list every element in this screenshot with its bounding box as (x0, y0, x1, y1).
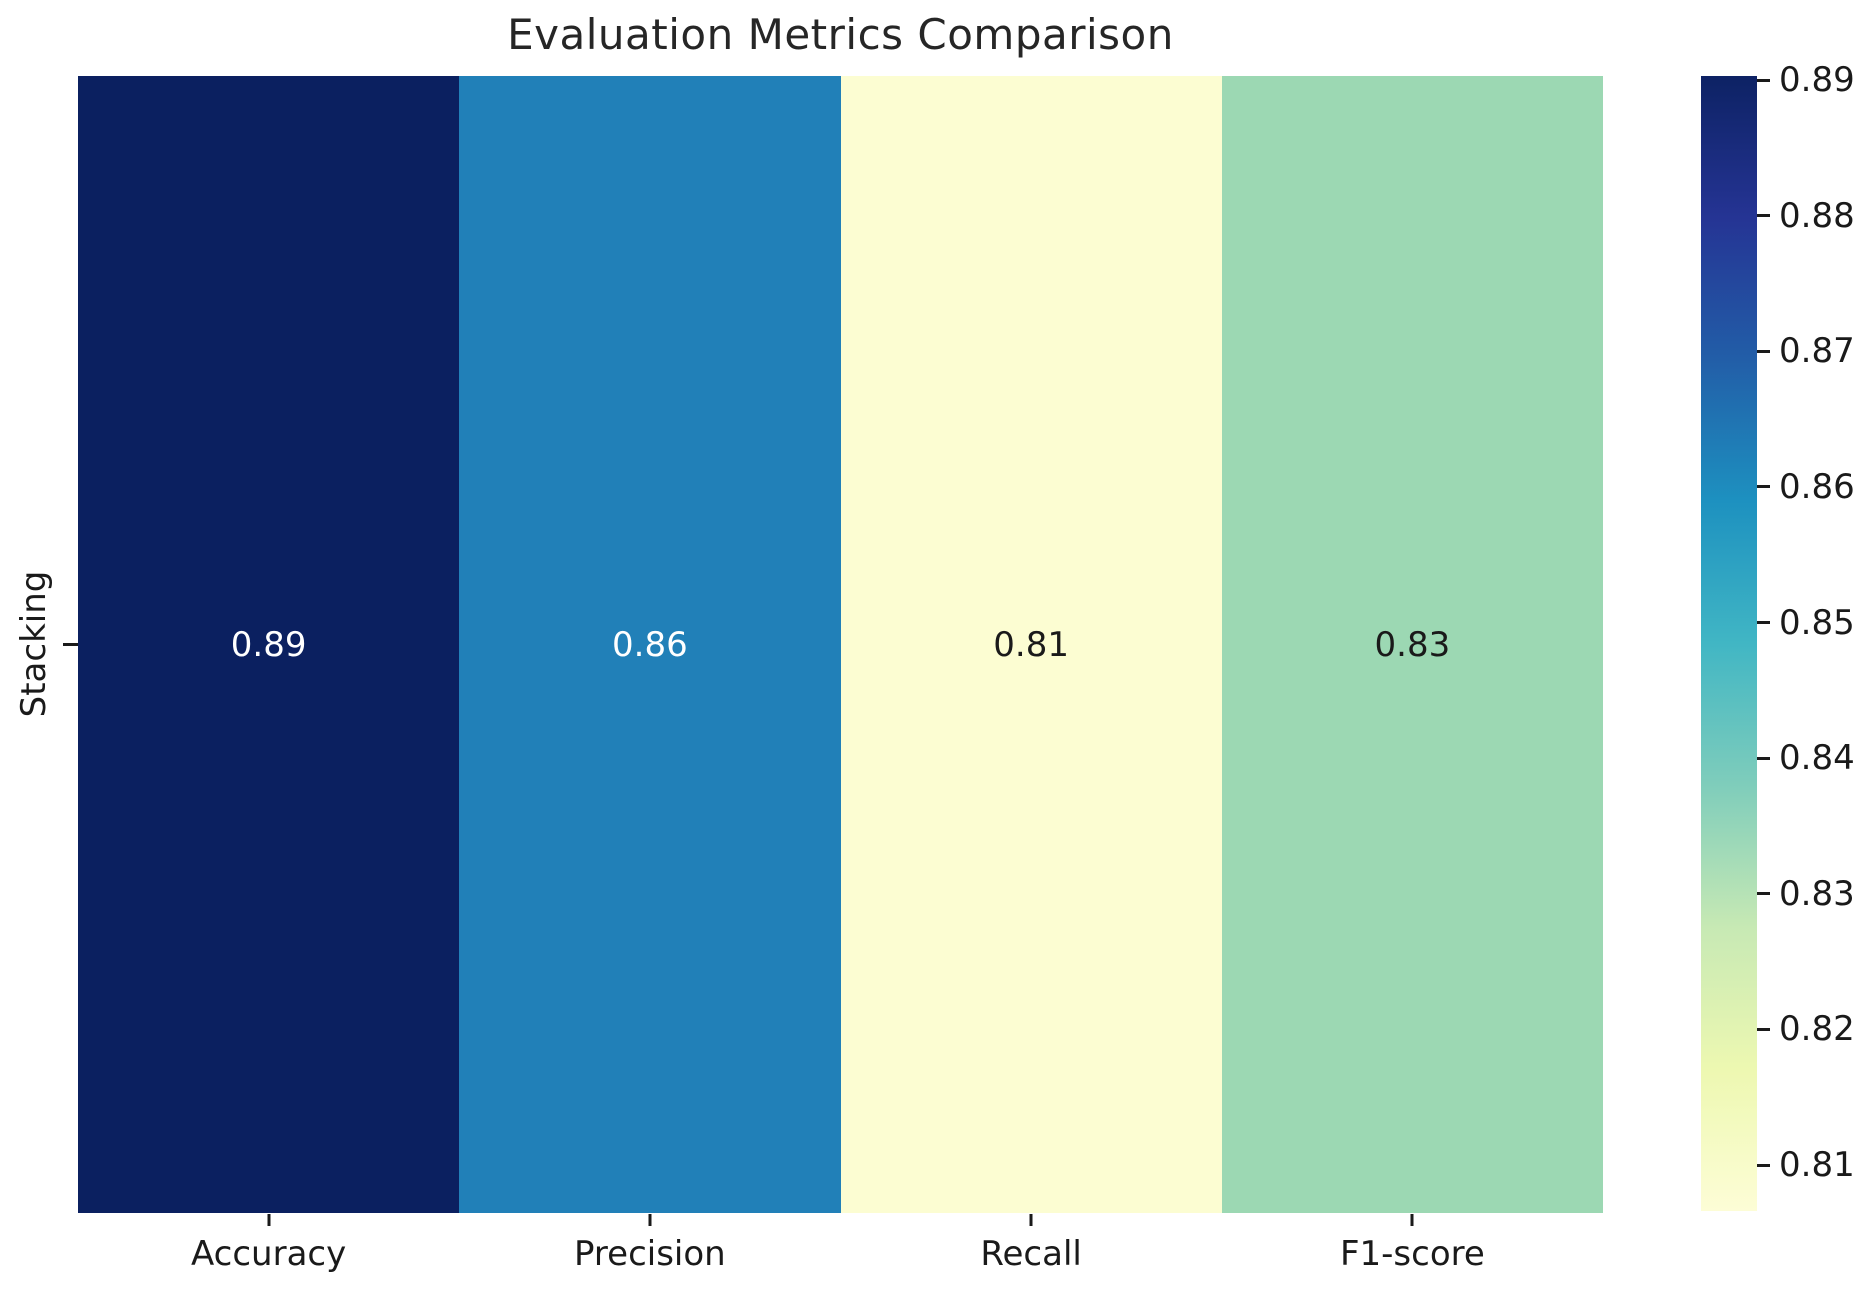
colorbar-tick: 0.83 (1757, 874, 1855, 914)
cell-value-label: 0.83 (1374, 624, 1451, 665)
heatmap-plot-area: 0.89 0.86 0.81 0.83 (78, 76, 1603, 1213)
colorbar-tick: 0.89 (1757, 60, 1855, 100)
colorbar-tick: 0.81 (1757, 1145, 1855, 1185)
colorbar-tick-label: 0.82 (1779, 1009, 1855, 1050)
x-axis-ticks (78, 1214, 1603, 1226)
y-tick-label-stacking: Stacking (14, 570, 54, 718)
colorbar-tick-label: 0.88 (1779, 195, 1855, 236)
x-axis-tick-mark (648, 1214, 652, 1226)
colorbar-tick-label: 0.89 (1779, 60, 1855, 100)
colorbar-tick: 0.84 (1757, 738, 1855, 778)
colorbar-tick: 0.86 (1757, 467, 1855, 507)
colorbar-tick-label: 0.84 (1779, 738, 1855, 779)
colorbar-tick-mark (1757, 1163, 1770, 1167)
x-axis-tick-mark (267, 1214, 271, 1226)
x-axis-tick-mark (1029, 1214, 1033, 1226)
x-tick-label-precision: Precision (574, 1234, 726, 1274)
x-tick-label-accuracy: Accuracy (191, 1234, 347, 1274)
colorbar: 0.89 0.88 0.87 0.86 0.85 0.84 0.83 0.82 0.81 (1701, 60, 1855, 1211)
cell-value-label: 0.89 (230, 624, 307, 665)
heatmap-cell-accuracy: 0.89 (78, 76, 460, 1213)
colorbar-tick-mark (1757, 349, 1770, 353)
colorbar-tick-mark (1757, 892, 1770, 896)
colorbar-tick-mark (1757, 214, 1770, 218)
colorbar-tick-label: 0.87 (1779, 331, 1855, 372)
colorbar-ticks: 0.89 0.88 0.87 0.86 0.85 0.84 0.83 0.82 0.81 (1757, 60, 1872, 1211)
colorbar-tick-mark (1757, 485, 1770, 489)
cell-value-label: 0.81 (993, 624, 1069, 665)
colorbar-tick-mark (1757, 78, 1770, 82)
colorbar-tick: 0.82 (1757, 1009, 1855, 1049)
colorbar-tick-label: 0.86 (1779, 466, 1855, 507)
colorbar-tick-label: 0.81 (1779, 1145, 1855, 1185)
chart-title: Evaluation Metrics Comparison (507, 10, 1174, 59)
colorbar-tick: 0.87 (1757, 331, 1855, 371)
x-tick-label-recall: Recall (980, 1234, 1082, 1274)
colorbar-tick-label: 0.85 (1779, 602, 1855, 643)
y-axis-tick-mark (63, 643, 78, 646)
colorbar-tick-mark (1757, 621, 1770, 624)
colorbar-tick: 0.88 (1757, 196, 1855, 236)
heatmap-cell-recall: 0.81 (840, 76, 1222, 1213)
cell-value-label: 0.86 (612, 624, 688, 665)
heatmap-cell-f1-score: 0.83 (1221, 76, 1603, 1213)
x-axis-labels: Accuracy Precision Recall F1-score (78, 1234, 1603, 1278)
heatmap-cell-precision: 0.86 (459, 76, 841, 1213)
x-axis-tick-mark (1410, 1214, 1414, 1226)
x-tick-label-f1-score: F1-score (1339, 1234, 1485, 1274)
colorbar-gradient (1701, 76, 1757, 1211)
colorbar-tick-mark (1757, 756, 1770, 760)
colorbar-tick-mark (1757, 1027, 1770, 1031)
colorbar-tick: 0.85 (1757, 603, 1855, 643)
colorbar-tick-label: 0.83 (1779, 873, 1855, 914)
